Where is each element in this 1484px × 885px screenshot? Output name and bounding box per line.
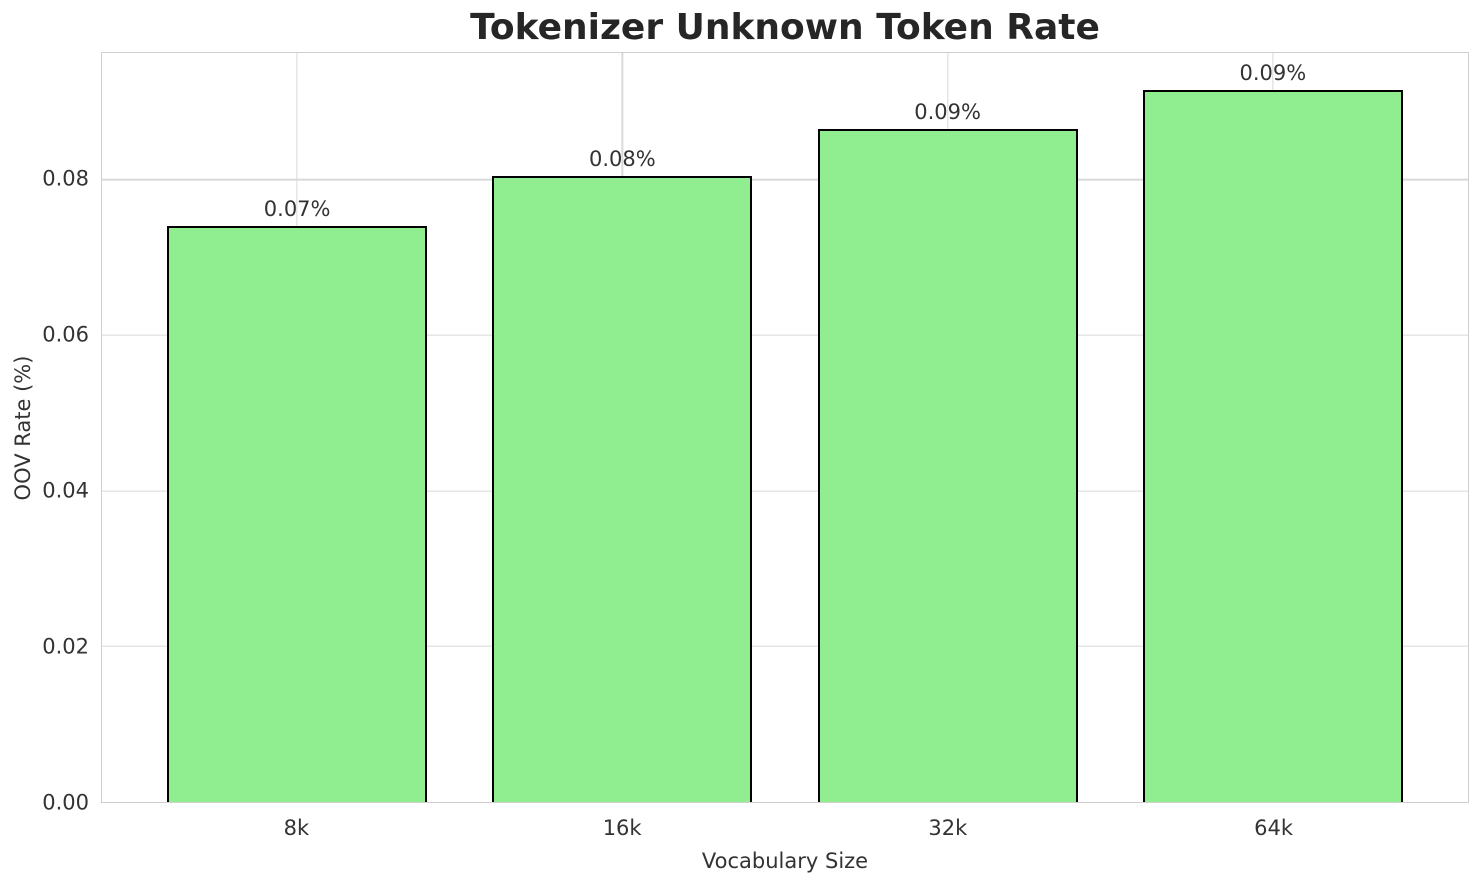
- bar-value-label: 0.09%: [1239, 61, 1307, 86]
- h-gridline: [102, 334, 1468, 336]
- y-tick-label: 0.08: [42, 166, 89, 191]
- y-tick-labels: 0.00 0.02 0.04 0.06 0.08: [0, 52, 101, 813]
- x-axis-label: Vocabulary Size: [701, 849, 869, 873]
- bar-value-label: 0.08%: [589, 146, 656, 171]
- bar-32k: [817, 129, 1078, 802]
- bar-16k: [492, 175, 753, 802]
- bar-value-label: 0.07%: [263, 197, 331, 222]
- x-tick-label: 8k: [283, 816, 310, 840]
- y-tick-label: 0.00: [42, 790, 89, 815]
- h-gridline: [102, 645, 1468, 648]
- h-gridline: [102, 490, 1468, 492]
- bar-value-label: 0.09%: [914, 100, 981, 125]
- chart-title: Tokenizer Unknown Token Rate: [470, 7, 1100, 48]
- x-tick-labels: 8k 16k 32k 64k: [101, 814, 1469, 844]
- x-tick-label: 32k: [928, 816, 968, 840]
- x-tick-label: 64k: [1254, 816, 1294, 840]
- bar-8k: [167, 226, 428, 802]
- x-tick-label: 16k: [602, 816, 642, 840]
- y-tick-label: 0.02: [42, 634, 89, 659]
- bar-64k: [1142, 90, 1403, 802]
- plot-area: 0.07% 0.08% 0.09% 0.09%: [101, 52, 1469, 803]
- h-gridline: [102, 179, 1468, 181]
- y-tick-label: 0.04: [42, 478, 89, 503]
- y-tick-label: 0.06: [42, 322, 89, 347]
